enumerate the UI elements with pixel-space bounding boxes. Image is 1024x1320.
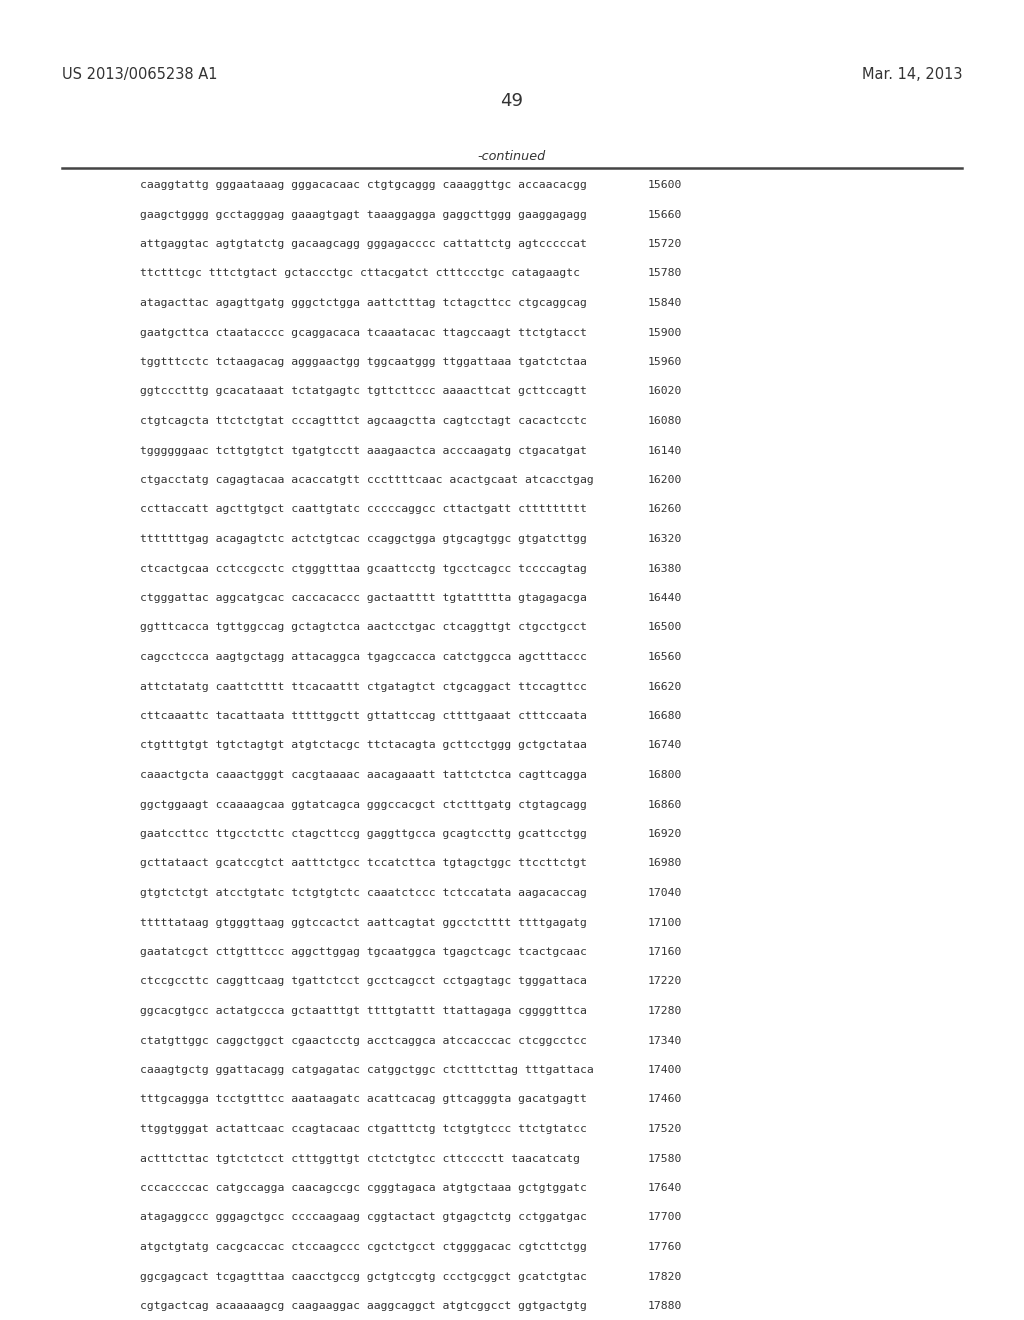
Text: 17640: 17640 — [648, 1183, 682, 1193]
Text: ctccgccttc caggttcaag tgattctcct gcctcagcct cctgagtagc tgggattaca: ctccgccttc caggttcaag tgattctcct gcctcag… — [140, 977, 587, 986]
Text: 16680: 16680 — [648, 711, 682, 721]
Text: 17100: 17100 — [648, 917, 682, 928]
Text: 16200: 16200 — [648, 475, 682, 484]
Text: 17400: 17400 — [648, 1065, 682, 1074]
Text: 16500: 16500 — [648, 623, 682, 632]
Text: gtgtctctgt atcctgtatc tctgtgtctc caaatctccc tctccatata aagacaccag: gtgtctctgt atcctgtatc tctgtgtctc caaatct… — [140, 888, 587, 898]
Text: 16920: 16920 — [648, 829, 682, 840]
Text: cttcaaattc tacattaata tttttggctt gttattccag cttttgaaat ctttccaata: cttcaaattc tacattaata tttttggctt gttattc… — [140, 711, 587, 721]
Text: caaggtattg gggaataaag gggacacaac ctgtgcaggg caaaggttgc accaacacgg: caaggtattg gggaataaag gggacacaac ctgtgca… — [140, 180, 587, 190]
Text: ggtccctttg gcacataaat tctatgagtc tgttcttccc aaaacttcat gcttccagtt: ggtccctttg gcacataaat tctatgagtc tgttctt… — [140, 387, 587, 396]
Text: 16080: 16080 — [648, 416, 682, 426]
Text: 15900: 15900 — [648, 327, 682, 338]
Text: ctgacctatg cagagtacaa acaccatgtt cccttttcaac acactgcaat atcacctgag: ctgacctatg cagagtacaa acaccatgtt ccctttt… — [140, 475, 594, 484]
Text: 17760: 17760 — [648, 1242, 682, 1251]
Text: ttggtgggat actattcaac ccagtacaac ctgatttctg tctgtgtccc ttctgtatcc: ttggtgggat actattcaac ccagtacaac ctgattt… — [140, 1125, 587, 1134]
Text: tggtttcctc tctaagacag agggaactgg tggcaatggg ttggattaaa tgatctctaa: tggtttcctc tctaagacag agggaactgg tggcaat… — [140, 356, 587, 367]
Text: ctgtcagcta ttctctgtat cccagtttct agcaagctta cagtcctagt cacactcctc: ctgtcagcta ttctctgtat cccagtttct agcaagc… — [140, 416, 587, 426]
Text: cgtgactcag acaaaaagcg caagaaggac aaggcaggct atgtcggcct ggtgactgtg: cgtgactcag acaaaaagcg caagaaggac aaggcag… — [140, 1302, 587, 1311]
Text: 17700: 17700 — [648, 1213, 682, 1222]
Text: 16440: 16440 — [648, 593, 682, 603]
Text: 16800: 16800 — [648, 770, 682, 780]
Text: 17820: 17820 — [648, 1271, 682, 1282]
Text: cccaccccac catgccagga caacagccgc cgggtagaca atgtgctaaa gctgtggatc: cccaccccac catgccagga caacagccgc cgggtag… — [140, 1183, 587, 1193]
Text: 17280: 17280 — [648, 1006, 682, 1016]
Text: tttgcaggga tcctgtttcc aaataagatc acattcacag gttcagggta gacatgagtt: tttgcaggga tcctgtttcc aaataagatc acattca… — [140, 1094, 587, 1105]
Text: 16980: 16980 — [648, 858, 682, 869]
Text: caaactgcta caaactgggt cacgtaaaac aacagaaatt tattctctca cagttcagga: caaactgcta caaactgggt cacgtaaaac aacagaa… — [140, 770, 587, 780]
Text: US 2013/0065238 A1: US 2013/0065238 A1 — [62, 67, 217, 82]
Text: 16560: 16560 — [648, 652, 682, 663]
Text: ttctttcgc tttctgtact gctaccctgc cttacgatct ctttccctgc catagaagtc: ttctttcgc tttctgtact gctaccctgc cttacgat… — [140, 268, 580, 279]
Text: 16260: 16260 — [648, 504, 682, 515]
Text: Mar. 14, 2013: Mar. 14, 2013 — [861, 67, 962, 82]
Text: 17040: 17040 — [648, 888, 682, 898]
Text: atagacttac agagttgatg gggctctgga aattctttag tctagcttcc ctgcaggcag: atagacttac agagttgatg gggctctgga aattctt… — [140, 298, 587, 308]
Text: 17880: 17880 — [648, 1302, 682, 1311]
Text: ctatgttggc caggctggct cgaactcctg acctcaggca atccacccac ctcggcctcc: ctatgttggc caggctggct cgaactcctg acctcag… — [140, 1035, 587, 1045]
Text: ccttaccatt agcttgtgct caattgtatc cccccaggcc cttactgatt cttttttttt: ccttaccatt agcttgtgct caattgtatc cccccag… — [140, 504, 587, 515]
Text: -continued: -continued — [478, 150, 546, 162]
Text: 17340: 17340 — [648, 1035, 682, 1045]
Text: 17460: 17460 — [648, 1094, 682, 1105]
Text: ggtttcacca tgttggccag gctagtctca aactcctgac ctcaggttgt ctgcctgcct: ggtttcacca tgttggccag gctagtctca aactcct… — [140, 623, 587, 632]
Text: 16380: 16380 — [648, 564, 682, 573]
Text: 49: 49 — [501, 92, 523, 110]
Text: 17220: 17220 — [648, 977, 682, 986]
Text: atagaggccc gggagctgcc ccccaagaag cggtactact gtgagctctg cctggatgac: atagaggccc gggagctgcc ccccaagaag cggtact… — [140, 1213, 587, 1222]
Text: tggggggaac tcttgtgtct tgatgtcctt aaagaactca acccaagatg ctgacatgat: tggggggaac tcttgtgtct tgatgtcctt aaagaac… — [140, 446, 587, 455]
Text: actttcttac tgtctctcct ctttggttgt ctctctgtcc cttcccctt taacatcatg: actttcttac tgtctctcct ctttggttgt ctctctg… — [140, 1154, 580, 1163]
Text: 15960: 15960 — [648, 356, 682, 367]
Text: 15720: 15720 — [648, 239, 682, 249]
Text: 15660: 15660 — [648, 210, 682, 219]
Text: ctgtttgtgt tgtctagtgt atgtctacgc ttctacagta gcttcctggg gctgctataa: ctgtttgtgt tgtctagtgt atgtctacgc ttctaca… — [140, 741, 587, 751]
Text: 16140: 16140 — [648, 446, 682, 455]
Text: 17520: 17520 — [648, 1125, 682, 1134]
Text: ggctggaagt ccaaaagcaa ggtatcagca gggccacgct ctctttgatg ctgtagcagg: ggctggaagt ccaaaagcaa ggtatcagca gggccac… — [140, 800, 587, 809]
Text: gaatccttcc ttgcctcttc ctagcttccg gaggttgcca gcagtccttg gcattcctgg: gaatccttcc ttgcctcttc ctagcttccg gaggttg… — [140, 829, 587, 840]
Text: tttttttgag acagagtctc actctgtcac ccaggctgga gtgcagtggc gtgatcttgg: tttttttgag acagagtctc actctgtcac ccaggct… — [140, 535, 587, 544]
Text: 15600: 15600 — [648, 180, 682, 190]
Text: attctatatg caattctttt ttcacaattt ctgatagtct ctgcaggact ttccagttcc: attctatatg caattctttt ttcacaattt ctgatag… — [140, 681, 587, 692]
Text: 16740: 16740 — [648, 741, 682, 751]
Text: attgaggtac agtgtatctg gacaagcagg gggagacccc cattattctg agtcccccat: attgaggtac agtgtatctg gacaagcagg gggagac… — [140, 239, 587, 249]
Text: cagcctccca aagtgctagg attacaggca tgagccacca catctggcca agctttaccc: cagcctccca aagtgctagg attacaggca tgagcca… — [140, 652, 587, 663]
Text: atgctgtatg cacgcaccac ctccaagccc cgctctgcct ctggggacac cgtcttctgg: atgctgtatg cacgcaccac ctccaagccc cgctctg… — [140, 1242, 587, 1251]
Text: caaagtgctg ggattacagg catgagatac catggctggc ctctttcttag tttgattaca: caaagtgctg ggattacagg catgagatac catggct… — [140, 1065, 594, 1074]
Text: 17160: 17160 — [648, 946, 682, 957]
Text: 16620: 16620 — [648, 681, 682, 692]
Text: gaagctgggg gcctagggag gaaagtgagt taaaggagga gaggcttggg gaaggagagg: gaagctgggg gcctagggag gaaagtgagt taaagga… — [140, 210, 587, 219]
Text: 17580: 17580 — [648, 1154, 682, 1163]
Text: gcttataact gcatccgtct aatttctgcc tccatcttca tgtagctggc ttccttctgt: gcttataact gcatccgtct aatttctgcc tccatct… — [140, 858, 587, 869]
Text: tttttataag gtgggttaag ggtccactct aattcagtat ggcctctttt ttttgagatg: tttttataag gtgggttaag ggtccactct aattcag… — [140, 917, 587, 928]
Text: 16860: 16860 — [648, 800, 682, 809]
Text: gaatatcgct cttgtttccc aggcttggag tgcaatggca tgagctcagc tcactgcaac: gaatatcgct cttgtttccc aggcttggag tgcaatg… — [140, 946, 587, 957]
Text: ggcgagcact tcgagtttaa caacctgccg gctgtccgtg ccctgcggct gcatctgtac: ggcgagcact tcgagtttaa caacctgccg gctgtcc… — [140, 1271, 587, 1282]
Text: 15840: 15840 — [648, 298, 682, 308]
Text: ctgggattac aggcatgcac caccacaccc gactaatttt tgtattttta gtagagacga: ctgggattac aggcatgcac caccacaccc gactaat… — [140, 593, 587, 603]
Text: 15780: 15780 — [648, 268, 682, 279]
Text: 16320: 16320 — [648, 535, 682, 544]
Text: gaatgcttca ctaatacccc gcaggacaca tcaaatacac ttagccaagt ttctgtacct: gaatgcttca ctaatacccc gcaggacaca tcaaata… — [140, 327, 587, 338]
Text: ggcacgtgcc actatgccca gctaatttgt ttttgtattt ttattagaga cggggtttca: ggcacgtgcc actatgccca gctaatttgt ttttgta… — [140, 1006, 587, 1016]
Text: 16020: 16020 — [648, 387, 682, 396]
Text: ctcactgcaa cctccgcctc ctgggtttaa gcaattcctg tgcctcagcc tccccagtag: ctcactgcaa cctccgcctc ctgggtttaa gcaattc… — [140, 564, 587, 573]
